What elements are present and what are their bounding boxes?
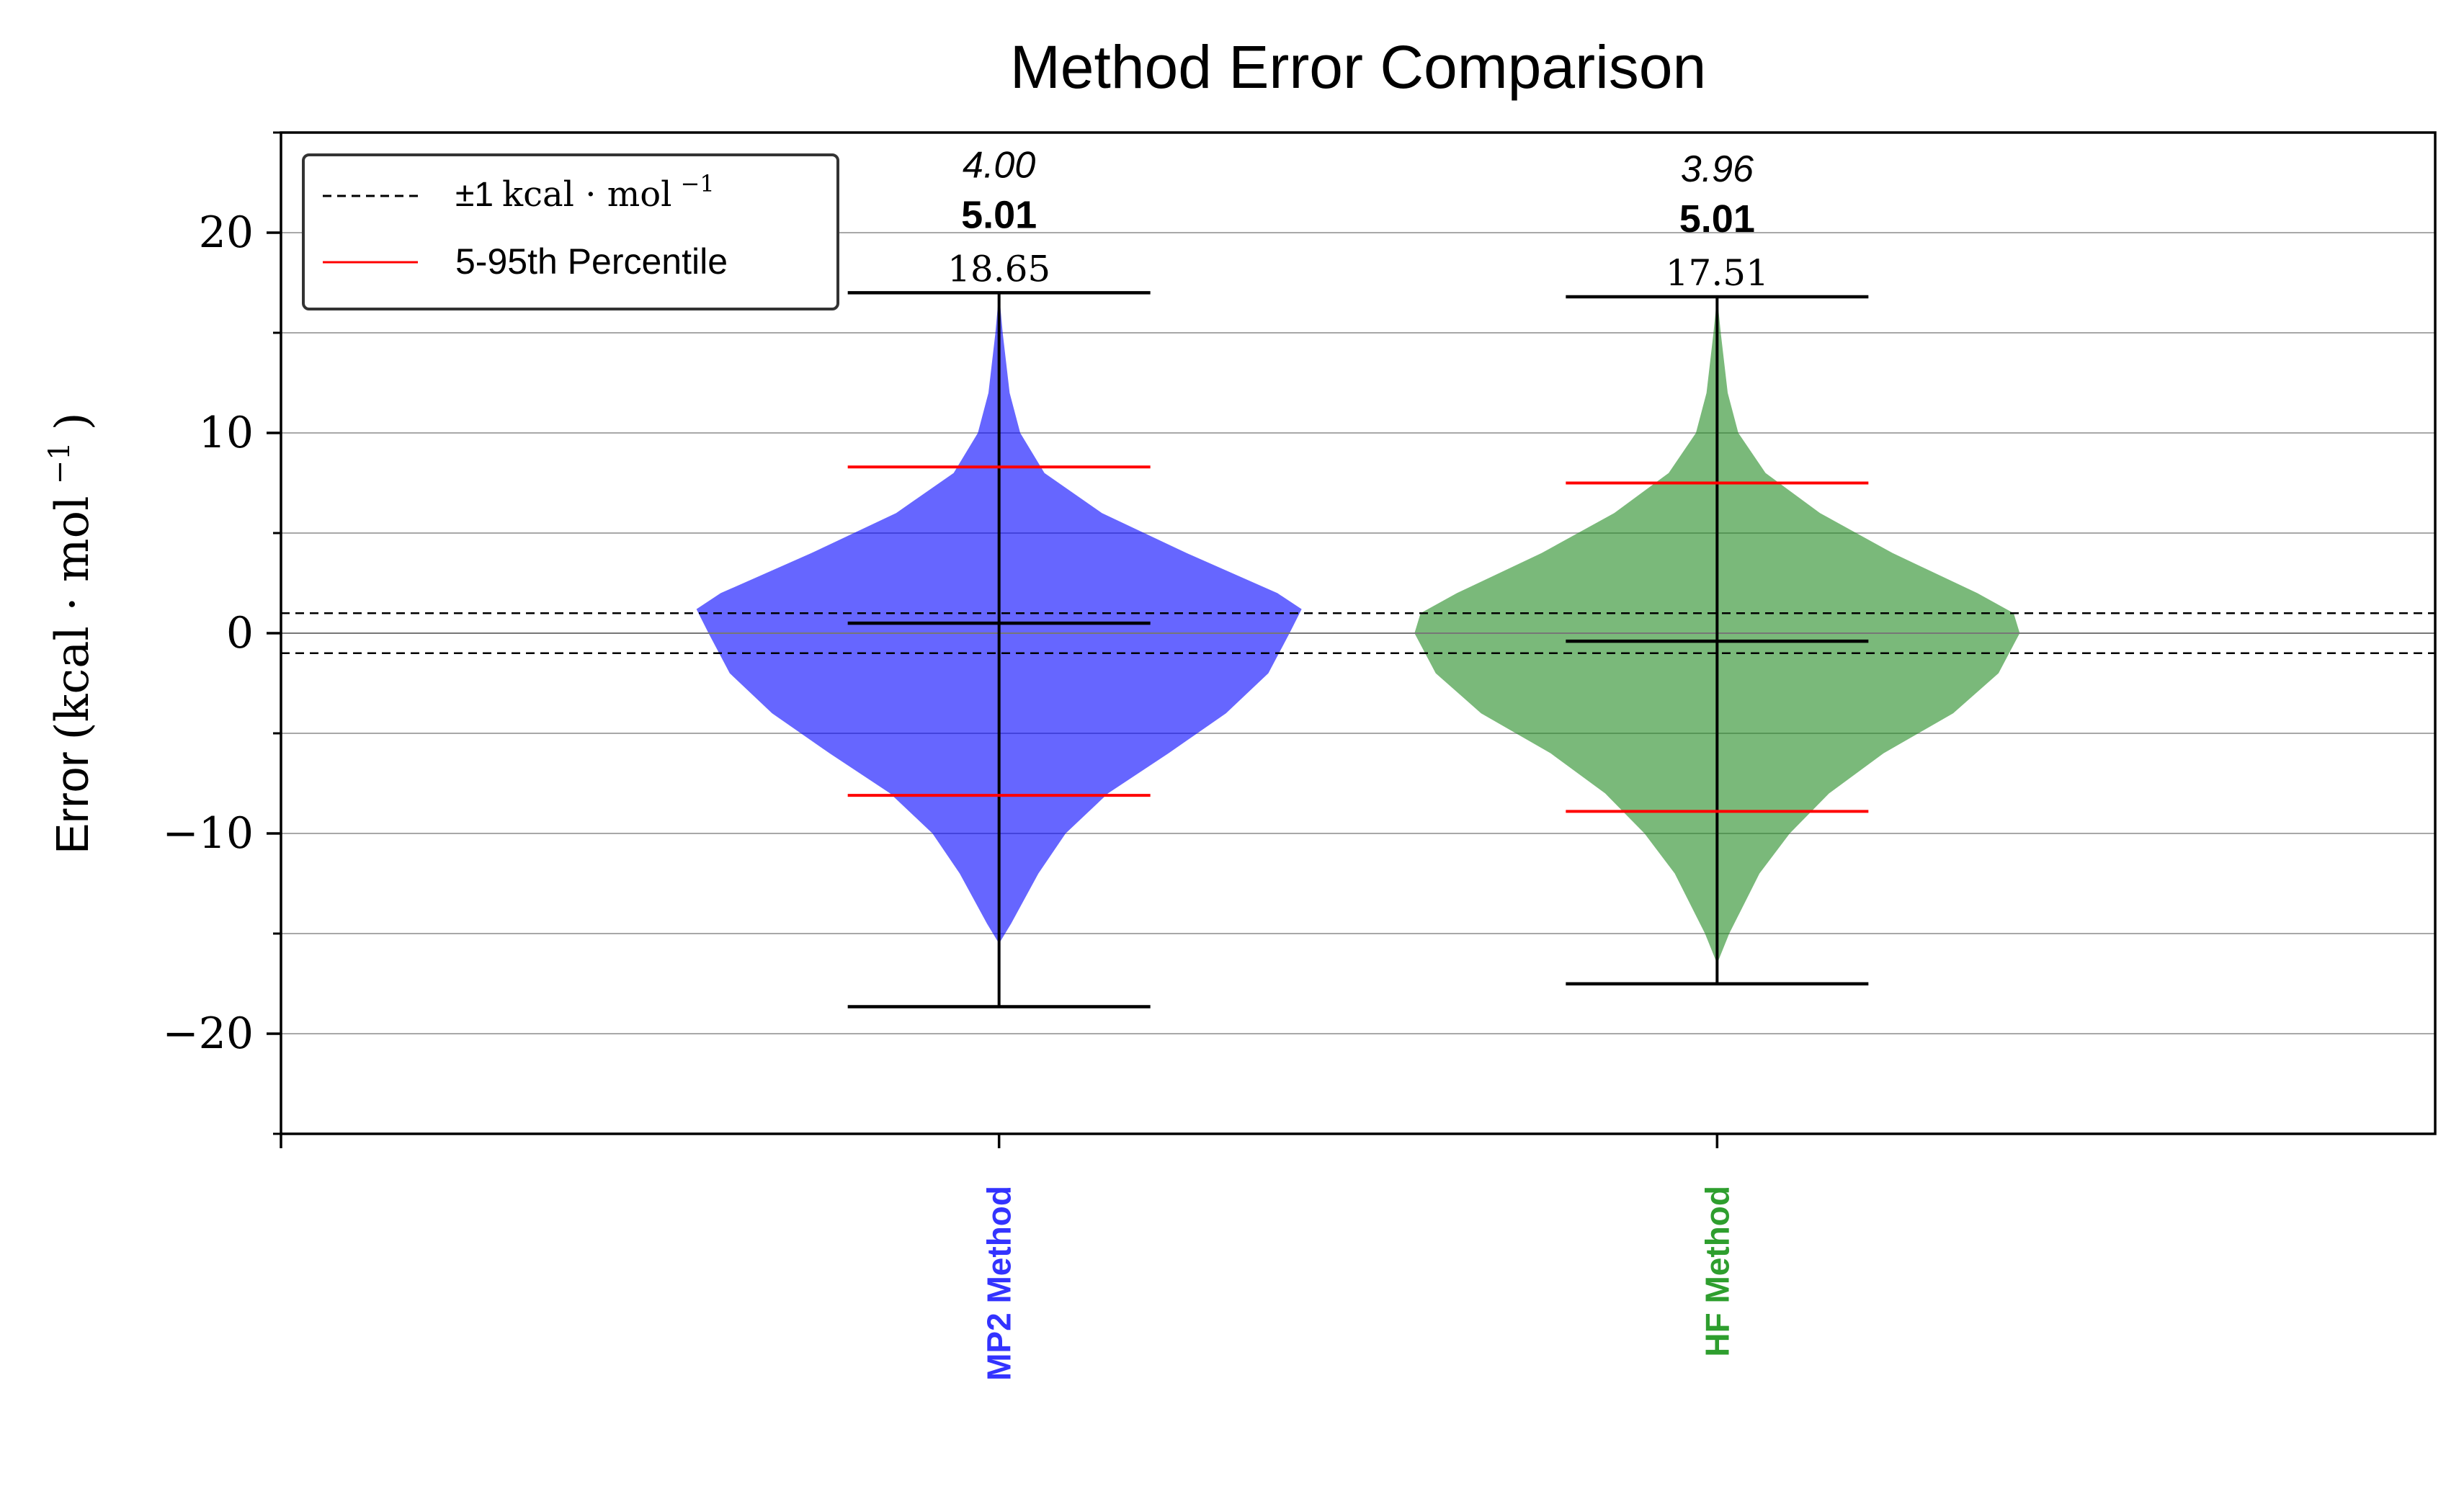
- x-axis-ticks: MP2 Method HF Method: [280, 1134, 1736, 1381]
- x-category-label: MP2 Method: [981, 1186, 1018, 1381]
- y-axis-ticks: −20 −10 0 10 20: [162, 131, 281, 1135]
- stat-italic-label: 3.96: [1681, 148, 1754, 190]
- chart-title: Method Error Comparison: [1010, 33, 1706, 101]
- stat-italic-label: 4.00: [963, 144, 1035, 186]
- y-axis-label-units: (kcal · mol: [46, 496, 99, 740]
- legend-band-exp: −1: [681, 170, 715, 197]
- x-category-label: HF Method: [1698, 1186, 1736, 1357]
- y-tick-label: 10: [199, 408, 254, 458]
- y-tick-label: 20: [199, 207, 254, 258]
- stat-bold-label: 5.01: [961, 193, 1037, 236]
- stat-bold-label: 5.01: [1679, 197, 1755, 241]
- legend-band-units: kcal · mol: [502, 174, 671, 215]
- legend-box: [302, 153, 839, 310]
- legend-band-label: ±1 kcal · mol −1: [455, 170, 715, 215]
- stat-plain-label: 18.65: [947, 248, 1050, 290]
- legend-percentile-label: 5-95th Percentile: [455, 241, 728, 282]
- stat-plain-label: 17.51: [1666, 252, 1769, 294]
- stat-lines: [847, 291, 1869, 1008]
- y-tick-label: −10: [162, 808, 254, 859]
- y-tick-label: −20: [162, 1008, 254, 1059]
- reference-lines: [281, 612, 2435, 655]
- y-axis-label-close: ): [46, 412, 99, 430]
- legend-band-pm: ±1: [455, 176, 494, 214]
- y-tick-label: 0: [226, 608, 254, 658]
- y-axis-label: Error (kcal · mol −1 ): [28, 412, 99, 854]
- stat-annotations: 4.00 5.01 18.65 3.96 5.01 17.51: [947, 144, 1769, 294]
- y-axis-label-prefix: Error: [46, 751, 98, 854]
- legend: ±1 kcal · mol −1 5-95th Percentile: [302, 153, 839, 310]
- y-axis-label-exp: −1: [43, 442, 76, 484]
